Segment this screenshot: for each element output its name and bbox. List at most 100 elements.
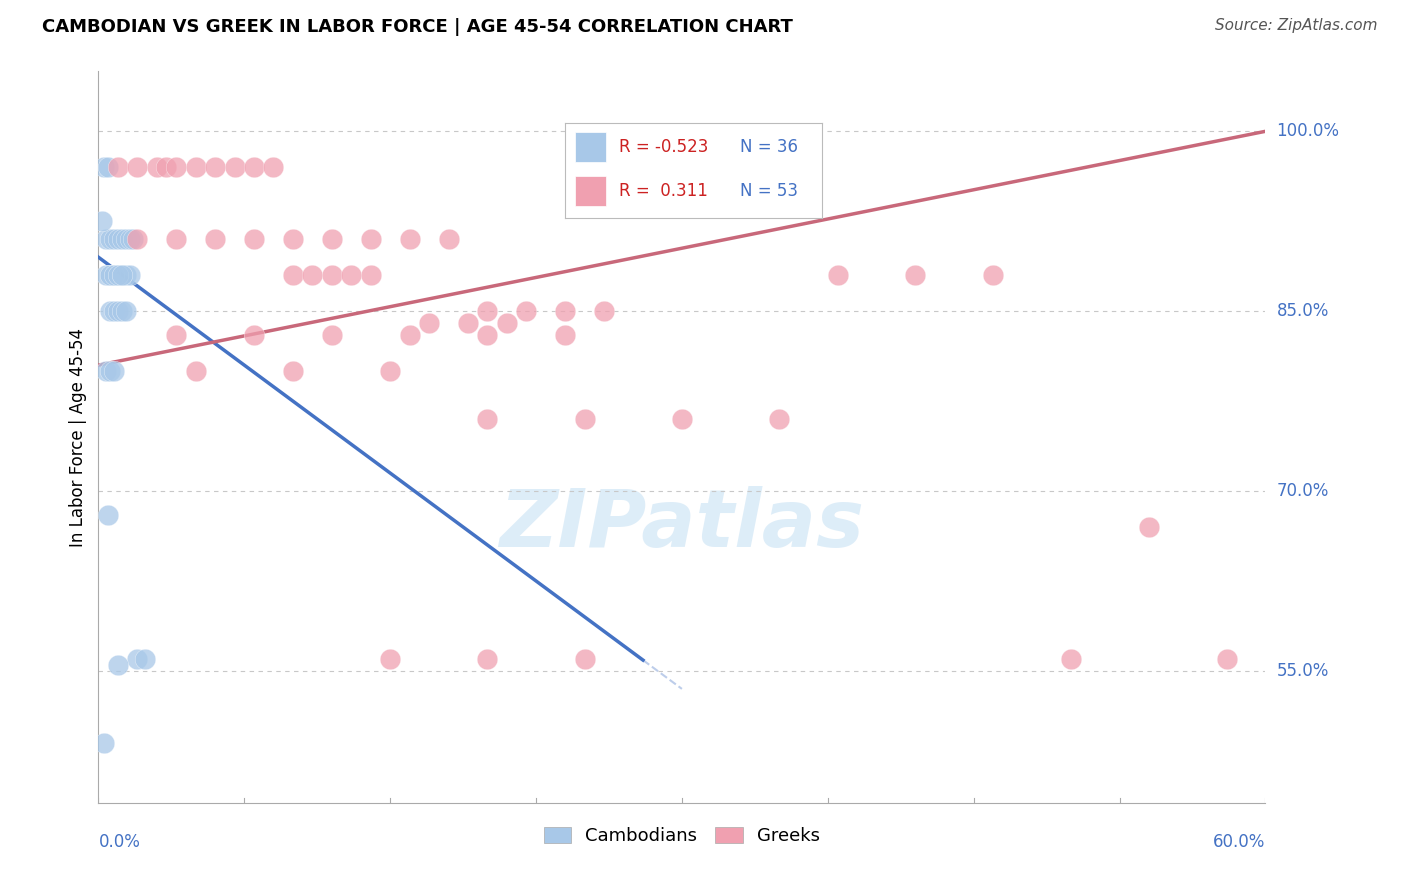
Text: 85.0%: 85.0% — [1277, 302, 1329, 320]
Text: 70.0%: 70.0% — [1277, 482, 1329, 500]
Point — [477, 328, 499, 343]
Point — [98, 304, 121, 318]
Point — [107, 304, 129, 318]
Point — [224, 161, 246, 175]
Point — [321, 232, 343, 246]
Point — [477, 412, 499, 426]
Text: 60.0%: 60.0% — [1213, 833, 1265, 851]
Point — [97, 508, 120, 522]
Point — [1215, 652, 1237, 666]
Text: 55.0%: 55.0% — [1277, 662, 1329, 680]
Point — [380, 364, 402, 378]
Point — [93, 736, 115, 750]
Point — [91, 214, 114, 228]
Point — [103, 364, 125, 378]
Point — [165, 328, 187, 343]
Point — [118, 232, 141, 246]
Point — [281, 268, 304, 283]
Point — [127, 161, 149, 175]
Point — [184, 161, 207, 175]
Point — [904, 268, 927, 283]
Point — [101, 268, 124, 283]
Point — [1137, 520, 1160, 534]
Point — [360, 232, 382, 246]
Point — [281, 232, 304, 246]
Text: 0.0%: 0.0% — [98, 833, 141, 851]
Point — [103, 268, 125, 283]
Point — [515, 304, 537, 318]
Point — [107, 268, 129, 283]
Point — [114, 232, 136, 246]
Point — [398, 328, 420, 343]
Point — [827, 268, 849, 283]
Point — [98, 232, 121, 246]
Point — [243, 328, 266, 343]
Point — [301, 268, 323, 283]
Text: ZIPatlas: ZIPatlas — [499, 486, 865, 564]
Point — [321, 328, 343, 343]
Point — [96, 268, 118, 283]
Text: CAMBODIAN VS GREEK IN LABOR FORCE | AGE 45-54 CORRELATION CHART: CAMBODIAN VS GREEK IN LABOR FORCE | AGE … — [42, 18, 793, 36]
Point — [165, 161, 187, 175]
Point — [262, 161, 284, 175]
Point — [146, 161, 169, 175]
Point — [574, 652, 596, 666]
Point — [321, 268, 343, 283]
Point — [93, 161, 115, 175]
Point — [204, 232, 226, 246]
Point — [1060, 652, 1083, 666]
Point — [671, 412, 693, 426]
Text: Source: ZipAtlas.com: Source: ZipAtlas.com — [1215, 18, 1378, 33]
Point — [98, 268, 121, 283]
Point — [127, 652, 149, 666]
Point — [98, 364, 121, 378]
Point — [437, 232, 460, 246]
Point — [554, 328, 576, 343]
Point — [496, 316, 519, 330]
Point — [243, 161, 266, 175]
Point — [107, 232, 129, 246]
Point — [96, 364, 118, 378]
Point — [111, 268, 134, 283]
Point — [574, 412, 596, 426]
Point — [155, 161, 177, 175]
Point — [111, 304, 134, 318]
Point — [114, 268, 136, 283]
Point — [96, 232, 118, 246]
Point — [593, 304, 616, 318]
Y-axis label: In Labor Force | Age 45-54: In Labor Force | Age 45-54 — [69, 327, 87, 547]
Legend: Cambodians, Greeks: Cambodians, Greeks — [537, 820, 827, 852]
Point — [360, 268, 382, 283]
Point — [111, 268, 134, 283]
Point — [103, 232, 125, 246]
Point — [380, 652, 402, 666]
Point — [340, 268, 363, 283]
Point — [118, 268, 141, 283]
Point — [184, 364, 207, 378]
Point — [768, 412, 790, 426]
Point — [554, 304, 576, 318]
Point — [204, 161, 226, 175]
Point — [243, 232, 266, 246]
Point — [981, 268, 1004, 283]
Point — [107, 657, 129, 672]
Point — [107, 161, 129, 175]
Point — [165, 232, 187, 246]
Point — [97, 161, 120, 175]
Point — [98, 268, 121, 283]
Point — [477, 652, 499, 666]
Point — [122, 232, 145, 246]
Point — [398, 232, 420, 246]
Point — [281, 364, 304, 378]
Point — [477, 304, 499, 318]
Point — [114, 304, 136, 318]
Point — [111, 232, 134, 246]
Point — [103, 268, 125, 283]
Point — [418, 316, 440, 330]
Point — [103, 304, 125, 318]
Point — [457, 316, 479, 330]
Point — [107, 268, 129, 283]
Text: 100.0%: 100.0% — [1277, 122, 1340, 140]
Point — [127, 232, 149, 246]
Point — [134, 652, 156, 666]
